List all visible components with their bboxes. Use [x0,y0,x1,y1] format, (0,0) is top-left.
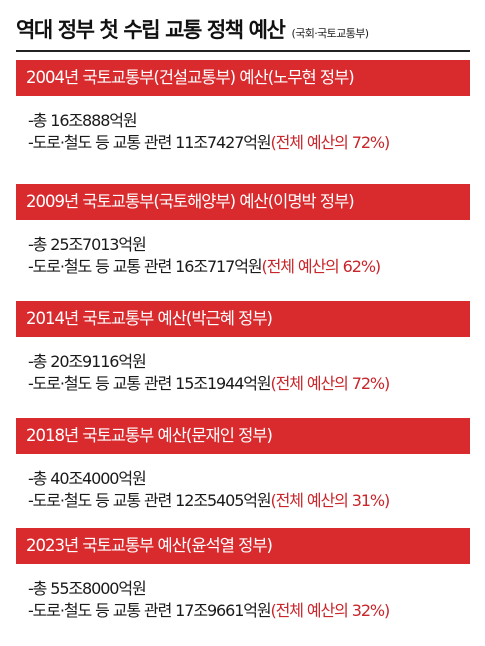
transport-budget-text: -도로·철도 등 교통 관련 15조1944억원 [28,374,272,393]
section-heading-band: 2004년 국토교통부(건설교통부) 예산(노무현 정부) [16,60,470,96]
transport-budget-text: -도로·철도 등 교통 관련 11조7427억원 [28,133,272,152]
total-budget-line: -총 16조888억원 [28,111,138,130]
budget-section-2023: 2023년 국토교통부 예산(윤석열 정부) -총 55조8000억원 -도로·… [16,528,470,622]
section-heading: 2004년 국토교통부(건설교통부) 예산(노무현 정부) [26,68,355,87]
transport-budget-line: -도로·철도 등 교통 관련 17조9661억원(전체 예산의 32%) [28,600,470,622]
section-heading: 2023년 국토교통부 예산(윤석열 정부) [26,536,273,555]
total-budget-line: -총 40조4000억원 [28,469,147,488]
total-budget-line: -총 20조9116억원 [28,352,147,371]
source-note: (국회·국토교통부) [291,27,370,40]
title-divider [16,50,470,52]
section-heading: 2018년 국토교통부 예산(문재인 정부) [26,426,273,445]
budget-section-2004: 2004년 국토교통부(건설교통부) 예산(노무현 정부) -총 16조888억… [16,60,470,154]
section-body: -총 20조9116억원 -도로·철도 등 교통 관련 15조1944억원(전체… [16,337,470,395]
section-heading-band: 2009년 국토교통부(국토해양부) 예산(이명박 정부) [16,184,470,220]
transport-budget-line: -도로·철도 등 교통 관련 16조717억원(전체 예산의 62%) [28,256,470,278]
budget-share-text: (전체 예산의 72%) [270,133,391,152]
budget-section-2018: 2018년 국토교통부 예산(문재인 정부) -총 40조4000억원 -도로·… [16,418,470,512]
page-header: 역대 정부 첫 수립 교통 정책 예산 (국회·국토교통부) [16,14,476,46]
section-heading: 2014년 국토교통부 예산(박근혜 정부) [26,309,273,328]
transport-budget-text: -도로·철도 등 교통 관련 16조717억원 [28,257,263,276]
section-heading-band: 2014년 국토교통부 예산(박근혜 정부) [16,301,470,337]
transport-budget-line: -도로·철도 등 교통 관련 12조5405억원(전체 예산의 31%) [28,490,470,512]
section-body: -총 40조4000억원 -도로·철도 등 교통 관련 12조5405억원(전체… [16,454,470,512]
total-budget-line: -총 25조7013억원 [28,235,147,254]
transport-budget-line: -도로·철도 등 교통 관련 15조1944억원(전체 예산의 72%) [28,373,470,395]
transport-budget-text: -도로·철도 등 교통 관련 17조9661억원 [28,601,272,620]
budget-section-2014: 2014년 국토교통부 예산(박근혜 정부) -총 20조9116억원 -도로·… [16,301,470,395]
section-body: -총 55조8000억원 -도로·철도 등 교통 관련 17조9661억원(전체… [16,564,470,622]
budget-share-text: (전체 예산의 31%) [270,491,391,510]
section-heading-band: 2018년 국토교통부 예산(문재인 정부) [16,418,470,454]
budget-share-text: (전체 예산의 62%) [261,257,381,276]
section-body: -총 25조7013억원 -도로·철도 등 교통 관련 16조717억원(전체 … [16,220,470,278]
page-title: 역대 정부 첫 수립 교통 정책 예산 [16,18,286,42]
section-heading: 2009년 국토교통부(국토해양부) 예산(이명박 정부) [26,192,355,211]
section-heading-band: 2023년 국토교통부 예산(윤석열 정부) [16,528,470,564]
budget-share-text: (전체 예산의 32%) [270,601,391,620]
total-budget-line: -총 55조8000억원 [28,579,147,598]
budget-section-2009: 2009년 국토교통부(국토해양부) 예산(이명박 정부) -총 25조7013… [16,184,470,278]
transport-budget-text: -도로·철도 등 교통 관련 12조5405억원 [28,491,272,510]
budget-share-text: (전체 예산의 72%) [270,374,391,393]
section-body: -총 16조888억원 -도로·철도 등 교통 관련 11조7427억원(전체 … [16,96,470,154]
transport-budget-line: -도로·철도 등 교통 관련 11조7427억원(전체 예산의 72%) [28,132,470,154]
